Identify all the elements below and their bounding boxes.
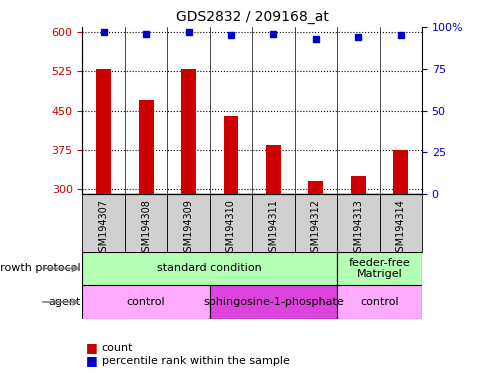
Bar: [209, 194, 252, 252]
Bar: [378, 194, 421, 252]
Text: control: control: [360, 297, 398, 307]
Bar: [82, 285, 209, 319]
Text: feeder-free
Matrigel: feeder-free Matrigel: [348, 258, 409, 279]
Text: agent: agent: [48, 297, 80, 307]
Bar: [138, 100, 153, 194]
Bar: [336, 194, 378, 252]
Bar: [252, 194, 294, 252]
Text: sphingosine-1-phosphate: sphingosine-1-phosphate: [203, 297, 343, 307]
Bar: [82, 194, 125, 252]
Text: growth protocol: growth protocol: [0, 263, 80, 273]
Text: count: count: [102, 343, 133, 353]
Text: GSM194312: GSM194312: [310, 199, 320, 258]
Bar: [82, 252, 336, 285]
Bar: [393, 150, 408, 194]
Text: ■: ■: [86, 341, 98, 354]
Bar: [336, 285, 421, 319]
Text: GSM194313: GSM194313: [352, 199, 363, 258]
Text: standard condition: standard condition: [157, 263, 261, 273]
Text: control: control: [126, 297, 165, 307]
Bar: [308, 181, 323, 194]
Text: GSM194310: GSM194310: [226, 199, 236, 258]
Text: GSM194308: GSM194308: [141, 199, 151, 258]
Bar: [265, 145, 280, 194]
Text: percentile rank within the sample: percentile rank within the sample: [102, 356, 289, 366]
Bar: [294, 194, 336, 252]
Text: GSM194314: GSM194314: [395, 199, 405, 258]
Title: GDS2832 / 209168_at: GDS2832 / 209168_at: [175, 10, 328, 25]
Bar: [350, 176, 365, 194]
Text: ■: ■: [86, 354, 98, 367]
Text: GSM194311: GSM194311: [268, 199, 278, 258]
Bar: [223, 116, 238, 194]
Bar: [209, 285, 336, 319]
Bar: [125, 194, 167, 252]
Bar: [336, 252, 421, 285]
Bar: [181, 69, 196, 194]
Bar: [167, 194, 209, 252]
Bar: [96, 69, 111, 194]
Text: GSM194307: GSM194307: [98, 199, 108, 258]
Text: GSM194309: GSM194309: [183, 199, 193, 258]
